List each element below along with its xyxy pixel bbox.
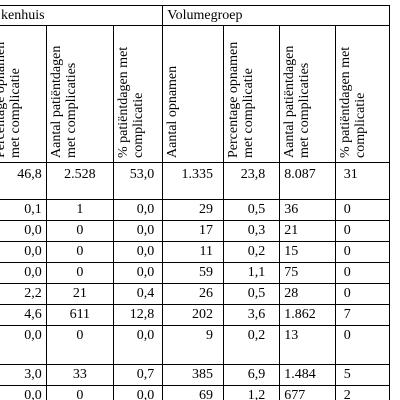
cell: 1,1 [222,262,281,284]
cell: 2.528 [45,162,114,200]
cell: 26 [162,283,224,305]
data-row: 0,0 0 0,0 69 1,2 677 2 [0,385,391,400]
cell: 385 [162,364,224,386]
cell: 1 [45,199,114,221]
cell: 75 [279,262,336,284]
data-row: 0,0 0 0,0 17 0,3 21 0 [0,220,391,242]
cell: 611 [45,304,114,326]
cell: 0,2 [222,325,281,365]
cell: 0 [334,220,391,242]
cell: 7 [334,304,391,326]
cell: 13 [279,325,336,365]
cell: 59 [162,262,224,284]
cell: 15 [279,241,336,263]
cell: 46,8 [0,162,47,200]
cell: 1,2 [222,385,281,400]
cell: 0,0 [0,220,47,242]
cell: 0,0 [112,325,164,365]
cell: 0 [334,199,391,221]
cell: 69 [162,385,224,400]
column-header: % patiëntdagen met complicatie [112,25,164,163]
cell: 0 [45,325,114,365]
cell: 0,0 [0,385,47,400]
cell: 6,9 [222,364,281,386]
column-header: Aantal patiëntdagen met complicaties [279,25,336,163]
column-header: Percentage opnamen met complicatie [222,25,281,163]
cell: 17 [162,220,224,242]
cell: 23,8 [222,162,281,200]
cell: 31 [334,162,391,200]
cell: 2,2 [0,283,47,305]
column-header-text: % patiëntdagen met complicatie [115,46,146,158]
column-header-text: Aantal patiëntdagen met complicaties [48,45,79,158]
cell: 36 [279,199,336,221]
cell: 5 [334,364,391,386]
cell: 9 [162,325,224,365]
cell: 0,0 [0,262,47,284]
cell: 0 [45,262,114,284]
cell: 12,8 [112,304,164,326]
column-header-text: Aantal opnamen [165,65,181,158]
data-row: 3,0 33 0,7 385 6,9 1.484 5 [0,364,391,386]
column-header: Aantal patiëntdagen met complicaties [45,25,114,163]
cell: 0,0 [112,220,164,242]
cell: 1.484 [279,364,336,386]
cell: 0,2 [222,241,281,263]
cell: 0 [45,220,114,242]
cell: 4,6 [0,304,47,326]
data-row: 46,8 2.528 53,0 1.335 23,8 8.087 31 [0,162,391,200]
cell: 0,0 [112,199,164,221]
cell: 0 [45,385,114,400]
cell: 28 [279,283,336,305]
data-row: 0,0 0 0,0 9 0,2 13 0 [0,325,391,365]
cell: 0,5 [222,199,281,221]
cell: 8.087 [279,162,336,200]
group-header: kenhuis [0,5,164,26]
column-header: Percentage opnamen met complicatie [0,25,47,163]
data-row: 2,2 21 0,4 26 0,5 28 0 [0,283,391,305]
cell: 677 [279,385,336,400]
group-header: Volumegroep [162,5,390,26]
cell: 1.335 [162,162,224,200]
cell: 202 [162,304,224,326]
cell: 11 [162,241,224,263]
cell: 29 [162,199,224,221]
cell: 0,0 [0,241,47,263]
cell: 21 [45,283,114,305]
data-row: 0,0 0 0,0 59 1,1 75 0 [0,262,391,284]
column-header-text: % patiëntdagen met complicatie [337,46,368,158]
cell: 33 [45,364,114,386]
cell: 2 [334,385,391,400]
cell: 0,4 [112,283,164,305]
data-table: kenhuis Volumegroep Percentage opnamen m… [0,5,391,400]
data-row: 4,6 611 12,8 202 3,6 1.862 7 [0,304,391,326]
cell: 0,5 [222,283,281,305]
cell: 0 [334,262,391,284]
cell: 0 [334,325,391,365]
cell: 1.862 [279,304,336,326]
data-row: 0,0 0 0,0 11 0,2 15 0 [0,241,391,263]
column-header-text: Percentage opnamen met complicatie [0,41,23,158]
data-row: 0,1 1 0,0 29 0,5 36 0 [0,199,391,221]
column-header: Aantal opnamen [162,25,224,163]
cell: 21 [279,220,336,242]
column-header-text: Percentage opnamen met complicatie [226,41,256,158]
header-row: Percentage opnamen met complicatie Aantal… [0,25,391,163]
cell: 0,0 [0,325,47,365]
cell: 0 [45,241,114,263]
cell: 53,0 [112,162,164,200]
cell: 0,3 [222,220,281,242]
cell: 0 [334,241,391,263]
cell: 0,0 [112,241,164,263]
cell: 0 [334,283,391,305]
column-header: % patiëntdagen met complicatie [334,25,391,163]
cell: 0,1 [0,199,47,221]
cell: 3,6 [222,304,281,326]
column-header-text: Aantal patiëntdagen met complicaties [282,45,313,158]
cell: 0,0 [112,262,164,284]
cell: 0,0 [112,385,164,400]
cell: 0,7 [112,364,164,386]
cell: 3,0 [0,364,47,386]
